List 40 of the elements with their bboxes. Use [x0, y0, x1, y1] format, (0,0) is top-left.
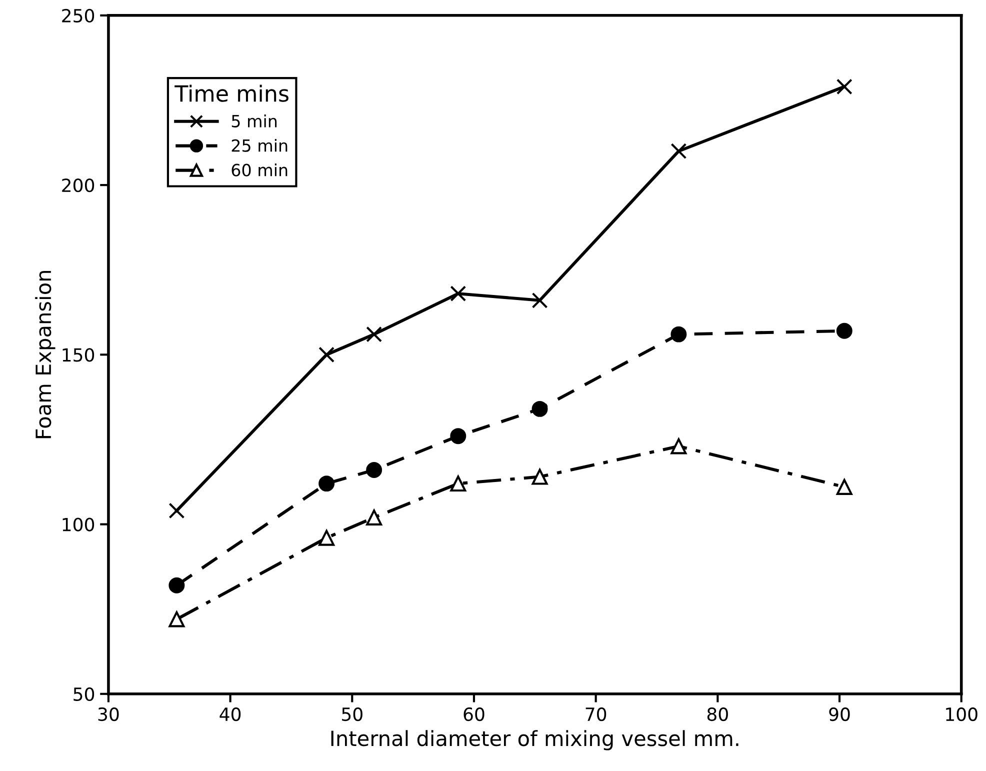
x-tick-label: 50	[342, 707, 362, 722]
point	[318, 476, 335, 492]
y-tick-label: 150	[62, 348, 94, 362]
point	[836, 322, 852, 339]
point	[450, 476, 466, 492]
point	[670, 326, 687, 342]
point	[168, 611, 185, 628]
x-tick-label: 40	[220, 707, 241, 722]
x-tick-label: 90	[829, 707, 850, 722]
y-tick-label: 100	[62, 518, 94, 532]
legend-title: Time mins	[174, 84, 288, 102]
point	[318, 530, 335, 546]
x-tick-label: 60	[464, 707, 484, 722]
x-tick-label: 100	[946, 707, 978, 722]
y-tick-label: 50	[74, 687, 94, 702]
y-axis-title: Foam Expansion	[35, 270, 56, 438]
y-tick-label: 200	[62, 178, 94, 192]
point	[836, 78, 852, 95]
point	[450, 286, 466, 302]
point	[532, 400, 548, 417]
legend-label: 5 min	[232, 114, 277, 128]
x-tick-label: 80	[707, 707, 728, 722]
x-tick-label: 30	[98, 707, 119, 722]
point	[670, 143, 687, 160]
x-axis-title: Internal diameter of mixing vessel mm.	[331, 730, 738, 750]
x-tick-label: 70	[586, 707, 606, 722]
legend-label: 25 min	[232, 139, 288, 152]
point	[670, 438, 687, 454]
point	[836, 478, 852, 495]
legend-label: 60 min	[232, 163, 288, 176]
point	[450, 428, 466, 444]
y-tick-label: 250	[62, 8, 94, 23]
point	[168, 577, 185, 594]
point	[366, 326, 382, 342]
point	[366, 510, 382, 526]
point	[366, 462, 382, 478]
point	[532, 468, 548, 485]
point	[168, 502, 185, 519]
point	[318, 346, 335, 363]
point	[532, 292, 548, 308]
